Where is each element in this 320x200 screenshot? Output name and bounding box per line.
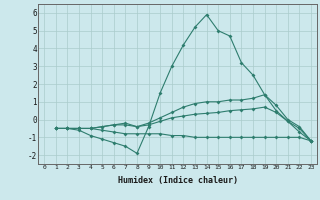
X-axis label: Humidex (Indice chaleur): Humidex (Indice chaleur) <box>118 176 238 185</box>
